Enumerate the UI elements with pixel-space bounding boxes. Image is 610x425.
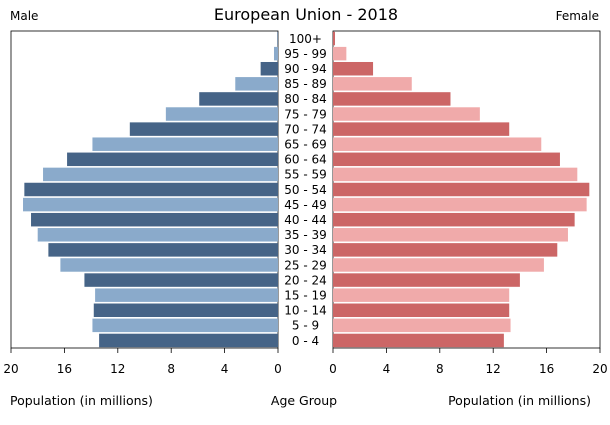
male-tick-label: 20 [3, 362, 18, 376]
male-bar [129, 122, 278, 136]
age-group-label: 50 - 54 [284, 183, 327, 197]
age-group-label: 35 - 39 [284, 228, 327, 242]
male-bar [92, 318, 278, 333]
male-tick-label: 4 [221, 362, 229, 376]
chart-title: European Union - 2018 [214, 5, 398, 24]
female-x-axis-title: Population (in millions) [448, 393, 591, 408]
female-bar [333, 243, 558, 257]
female-tick-label: 16 [539, 362, 554, 376]
male-bars [23, 31, 279, 348]
male-bar [93, 303, 279, 318]
male-bar [23, 197, 278, 212]
female-bar [333, 182, 590, 197]
male-bar [99, 333, 278, 348]
female-bar [333, 92, 451, 106]
male-bar [48, 243, 278, 257]
male-tick-label: 8 [167, 362, 175, 376]
male-bar [31, 212, 279, 227]
age-group-label: 85 - 89 [284, 77, 327, 91]
male-tick-label: 12 [110, 362, 125, 376]
age-group-label: 55 - 59 [284, 168, 327, 182]
male-bar [165, 107, 278, 121]
female-tick-labels: 0 4 8 12 16 20 [329, 348, 608, 376]
male-tick-label: 16 [57, 362, 72, 376]
male-bar [235, 77, 278, 91]
age-group-label: 20 - 24 [284, 273, 327, 287]
male-label: Male [10, 9, 38, 23]
age-group-label: 0 - 4 [292, 334, 319, 348]
female-bar [333, 61, 374, 76]
age-group-label: 95 - 99 [284, 47, 327, 61]
female-tick-label: 0 [329, 362, 337, 376]
age-group-label: 45 - 49 [284, 198, 327, 212]
female-bar [333, 107, 480, 121]
male-bar [95, 288, 278, 302]
male-bar [37, 228, 279, 242]
female-bar [333, 228, 568, 242]
female-bar [333, 167, 578, 182]
male-tick-labels: 0 4 8 12 16 20 [3, 348, 282, 376]
age-group-label: 40 - 44 [284, 213, 327, 227]
female-bar [333, 273, 520, 287]
age-group-label: 65 - 69 [284, 138, 327, 152]
female-bar [333, 318, 511, 333]
male-x-axis-title: Population (in millions) [10, 393, 153, 408]
age-group-label: 25 - 29 [284, 258, 327, 272]
male-bar [84, 273, 278, 287]
female-tick-label: 8 [436, 362, 444, 376]
age-group-label: 90 - 94 [284, 62, 327, 76]
male-tick-label: 0 [274, 362, 282, 376]
male-bar [92, 137, 278, 151]
age-group-label: 5 - 9 [292, 319, 319, 333]
age-group-label: 70 - 74 [284, 122, 327, 136]
age-group-axis-title: Age Group [271, 393, 337, 408]
male-bar [273, 46, 278, 61]
age-group-label: 75 - 79 [284, 107, 327, 121]
female-bar [333, 31, 336, 46]
male-bar [199, 92, 278, 106]
female-tick-label: 4 [383, 362, 391, 376]
female-bars [333, 31, 590, 348]
female-bar [333, 197, 587, 212]
female-bar [333, 212, 575, 227]
female-bar [333, 122, 510, 136]
age-group-label: 30 - 34 [284, 243, 327, 257]
male-bar [60, 258, 278, 272]
age-group-label: 80 - 84 [284, 92, 327, 106]
male-bar [277, 31, 278, 46]
female-tick-label: 12 [486, 362, 501, 376]
age-group-label: 60 - 64 [284, 153, 327, 167]
female-tick-label: 20 [592, 362, 607, 376]
male-bar [43, 167, 278, 182]
age-group-label: 10 - 14 [284, 304, 327, 318]
male-bar [260, 61, 278, 76]
female-bar [333, 46, 347, 61]
female-bar [333, 303, 510, 318]
female-bar [333, 333, 504, 348]
female-bar [333, 288, 510, 302]
female-bar [333, 258, 544, 272]
male-bar [24, 182, 278, 197]
female-bar [333, 77, 412, 91]
age-group-label: 15 - 19 [284, 288, 327, 302]
female-bar [333, 137, 542, 151]
female-bar [333, 152, 560, 167]
age-group-label: 100+ [289, 32, 322, 46]
female-label: Female [556, 9, 599, 23]
male-bar [67, 152, 278, 167]
